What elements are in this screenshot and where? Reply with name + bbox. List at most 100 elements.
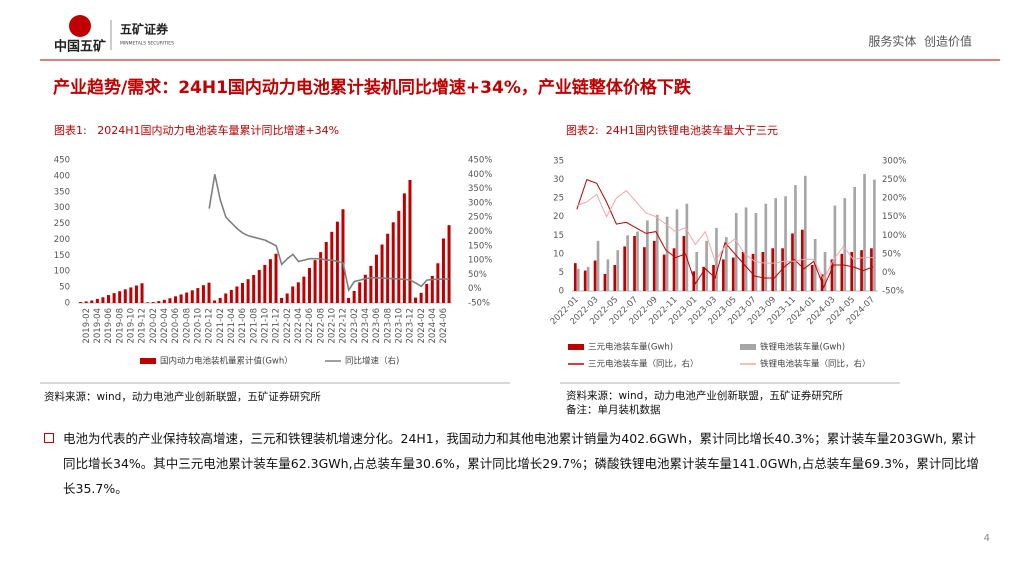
y-tick-label: 30	[553, 175, 564, 185]
bar	[573, 263, 577, 291]
bar	[784, 196, 787, 291]
bar	[414, 297, 418, 303]
bar	[593, 260, 597, 291]
bar	[363, 274, 367, 303]
bar	[207, 282, 211, 303]
bar	[652, 240, 656, 291]
x-tick-label: 2022-10	[327, 308, 337, 344]
bar	[774, 198, 778, 291]
y-tick-label: 5	[559, 268, 564, 278]
legend-label: 铁锂电池装车量(Gwh)	[760, 342, 845, 353]
bar	[123, 289, 127, 303]
bar	[285, 293, 289, 303]
y2-tick-label: 100%	[882, 231, 906, 241]
bar	[213, 300, 217, 303]
bar	[391, 222, 395, 303]
bar	[201, 285, 205, 303]
y2-tick-label: 400%	[468, 170, 492, 180]
legend-swatch	[568, 344, 584, 350]
legend-label: 三元电池装车量（同比，右）	[588, 359, 699, 370]
bar	[860, 250, 863, 291]
bar	[655, 214, 659, 291]
y2-tick-label: 250%	[468, 213, 492, 223]
bar	[319, 252, 323, 303]
bar	[352, 290, 356, 303]
logo-text: 中国五矿	[54, 39, 106, 55]
bar	[586, 266, 590, 291]
bar	[140, 283, 144, 303]
bar	[613, 265, 617, 291]
bar	[873, 179, 876, 291]
bar	[430, 275, 434, 303]
bar	[833, 205, 837, 291]
y2-tick-label: 250%	[882, 175, 906, 185]
bar	[174, 296, 178, 303]
x-tick-label: 2022-04	[294, 308, 304, 344]
slogan: 服务实体 创造价值	[868, 34, 972, 49]
bar	[830, 259, 834, 291]
bar	[380, 244, 384, 303]
bar	[374, 254, 378, 303]
bar	[95, 298, 99, 303]
x-tick-label: 2019-10	[127, 308, 137, 344]
x-tick-label: 2021-04	[227, 308, 237, 344]
x-tick-label: 2021-12	[272, 308, 282, 344]
x-tick-label: 2019-08	[115, 308, 125, 344]
bar	[803, 175, 807, 291]
bar	[626, 235, 629, 291]
bar	[157, 301, 161, 303]
bar	[274, 253, 278, 303]
bar	[280, 297, 284, 303]
y2-tick-label: 200%	[468, 227, 492, 237]
y2-tick-label: 450%	[468, 156, 492, 166]
bar	[151, 302, 155, 303]
logo-mark	[69, 15, 91, 37]
bar	[741, 252, 745, 291]
legend-label: 铁锂电池装车量（同比，右）	[760, 359, 871, 370]
x-tick-label: 2020-04	[160, 308, 170, 344]
bar	[583, 270, 587, 291]
legend-label: 国内动力电池装机量累计值(Gwh）	[160, 356, 293, 367]
y2-tick-label: -50%	[468, 299, 490, 309]
y-tick-label: 350	[54, 187, 70, 197]
y2-tick-label: 0%	[882, 268, 896, 278]
line	[576, 178, 874, 289]
y-tick-label: 50	[59, 283, 70, 293]
bar	[335, 221, 339, 303]
bar	[744, 207, 748, 291]
bullet-text: 电池为代表的产业保持较高增速，三元和铁锂装机增速分化。24H1，我国动力和其他电…	[63, 431, 979, 496]
legend-label: 同比增速（右)	[345, 356, 399, 367]
x-tick-label: 2020-06	[171, 308, 181, 344]
legend-swatch	[140, 358, 156, 364]
bar	[636, 231, 639, 291]
bar	[224, 293, 228, 303]
x-tick-label: 2023-02	[350, 308, 360, 344]
bar	[347, 297, 351, 303]
y2-tick-label: 0%	[468, 284, 482, 294]
y-tick-label: 25	[553, 194, 564, 204]
bar	[302, 276, 306, 303]
bar	[436, 263, 440, 303]
bar	[179, 294, 183, 303]
bar	[408, 180, 412, 303]
bar	[358, 282, 362, 303]
bar	[90, 300, 94, 303]
bar	[296, 282, 300, 303]
y-tick-label: 250	[54, 219, 70, 229]
bar	[791, 233, 794, 291]
bar	[185, 292, 189, 303]
x-tick-label: 2019-06	[104, 308, 114, 344]
bar	[725, 237, 728, 291]
bar	[623, 246, 626, 291]
x-tick-label: 2021-02	[216, 308, 226, 344]
line	[208, 174, 450, 293]
bar	[307, 268, 311, 303]
slide-title: 产业趋势/需求：24H1国内动力电池累计装机同比增速+34%，产业链整体价格下跌	[53, 77, 692, 98]
bar	[603, 273, 607, 291]
y-tick-label: 10	[553, 249, 564, 259]
bar	[229, 289, 233, 303]
bar	[369, 265, 373, 303]
y-tick-label: 150	[54, 251, 70, 261]
bar	[771, 248, 775, 291]
